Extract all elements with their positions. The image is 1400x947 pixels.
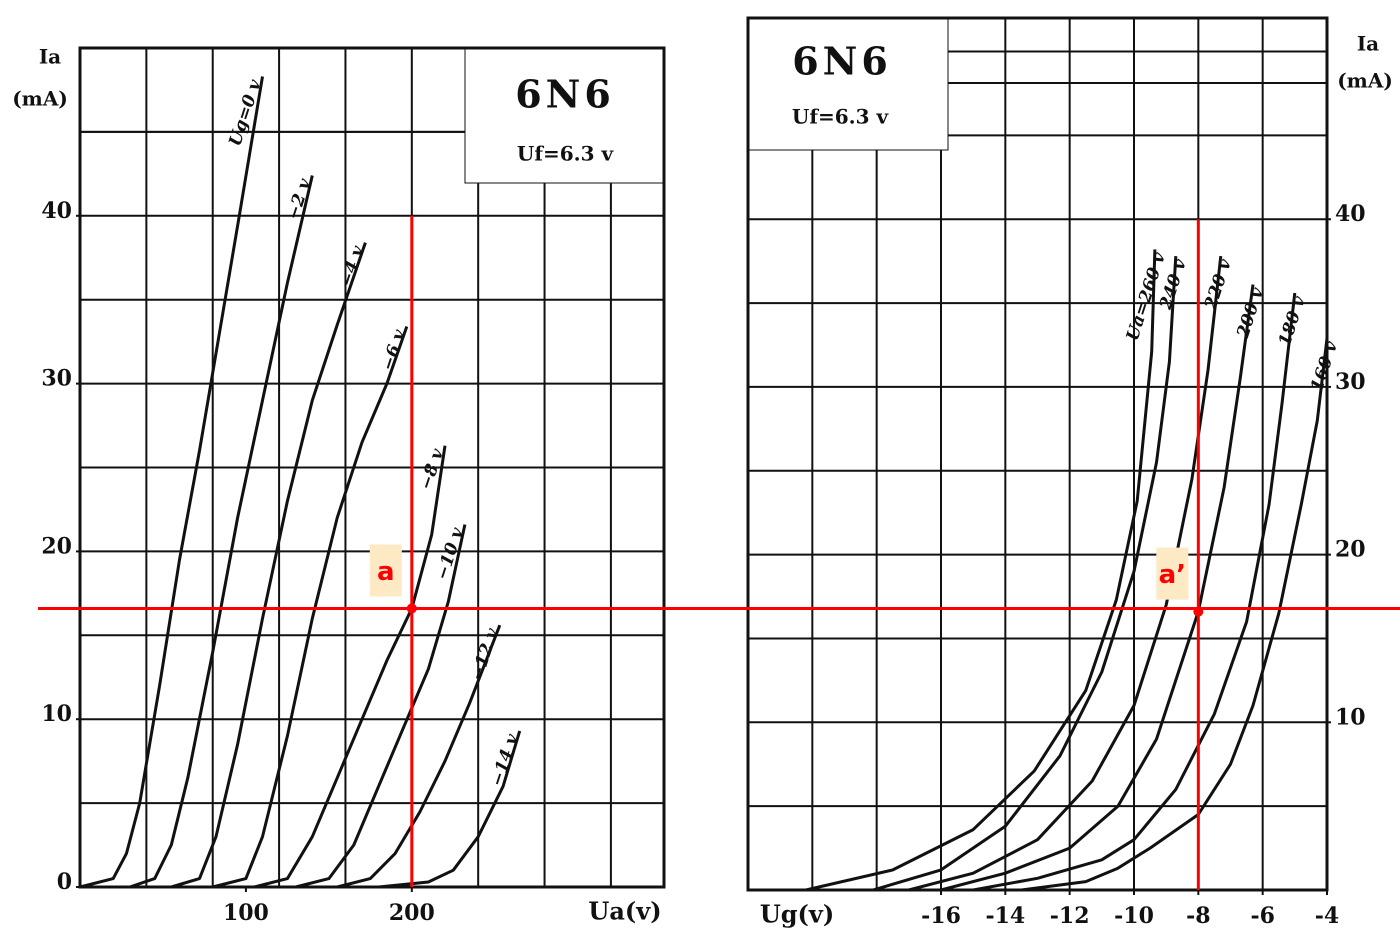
point-label: a <box>377 557 395 587</box>
y-tick-label: 40 <box>41 198 72 224</box>
y-axis-label: Ia <box>39 45 61 69</box>
y-tick-label: 10 <box>1335 704 1366 730</box>
title-box <box>464 47 665 184</box>
curve <box>295 524 467 889</box>
x-axis-label: Ua(v) <box>588 897 661 926</box>
x-tick-label: -4 <box>1315 903 1339 929</box>
y-tick-label: 30 <box>1335 369 1366 395</box>
curve <box>872 256 1178 892</box>
y-axis-label: Ia <box>1357 32 1379 56</box>
point-label-bg <box>369 544 402 597</box>
x-tick-label: -8 <box>1186 903 1210 929</box>
x-tick-label: -10 <box>1114 903 1154 929</box>
x-tick-label: 200 <box>389 900 435 926</box>
y-tick-label: 40 <box>1335 201 1366 227</box>
point-label: a’ <box>1159 560 1186 590</box>
curve <box>170 242 367 889</box>
y-tick-label: 30 <box>41 366 72 392</box>
x-tick-label: -14 <box>985 903 1025 929</box>
x-tick-label: -12 <box>1050 903 1090 929</box>
y-tick-label: 20 <box>41 533 72 559</box>
x-tick-label: -6 <box>1250 903 1274 929</box>
curve <box>79 76 264 889</box>
x-tick-label: -16 <box>921 903 961 929</box>
curve <box>908 255 1223 892</box>
y-tick-label: 10 <box>41 701 72 727</box>
plot-frame <box>746 16 1329 892</box>
chart-title: 6N6 <box>792 39 892 84</box>
y-tick-label: 20 <box>1335 537 1366 563</box>
x-tick-label: 100 <box>223 900 269 926</box>
curve <box>212 326 409 889</box>
y-tick-label: 0 <box>57 869 72 895</box>
curve <box>805 249 1157 892</box>
y-axis-unit: (mA) <box>1337 69 1393 93</box>
chart-subtitle: Uf=6.3 v <box>517 142 615 166</box>
y-axis-unit: (mA) <box>12 87 68 111</box>
curve <box>940 284 1255 892</box>
curve <box>253 445 447 889</box>
plot-frame <box>78 46 666 889</box>
chart-subtitle: Uf=6.3 v <box>792 105 890 129</box>
curve <box>129 175 314 889</box>
curve <box>336 624 502 889</box>
title-box <box>747 17 949 151</box>
curve <box>972 292 1297 892</box>
curve <box>1021 338 1329 892</box>
chart-title: 6N6 <box>515 72 615 117</box>
x-axis-label: Ug(v) <box>760 900 834 929</box>
point-label-bg <box>1156 547 1189 600</box>
curve <box>378 730 522 889</box>
